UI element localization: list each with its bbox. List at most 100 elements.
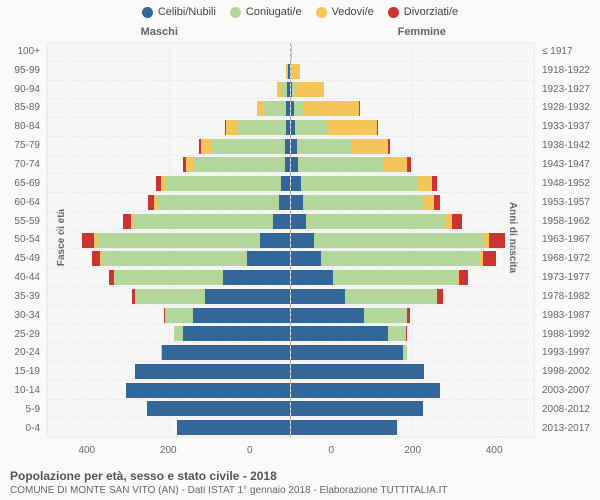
bar-segment <box>452 214 462 229</box>
half-female <box>291 249 535 268</box>
half-male <box>47 268 291 287</box>
bar-segment <box>212 139 285 154</box>
pyramid-row <box>47 174 534 193</box>
y-tick-birth: 2003-2007 <box>542 385 600 396</box>
bar-right <box>291 289 535 304</box>
bar-left <box>47 233 290 248</box>
bar-segment <box>483 251 496 266</box>
bar-segment <box>295 120 328 135</box>
bar-left <box>47 289 290 304</box>
y-tick-birth: 1963-1967 <box>542 234 600 245</box>
bar-segment <box>291 251 321 266</box>
bar-segment <box>287 82 289 97</box>
bar-segment <box>328 120 377 135</box>
bar-left <box>47 251 290 266</box>
bar-segment <box>102 251 248 266</box>
bar-segment <box>424 195 434 210</box>
bar-segment <box>237 120 286 135</box>
y-tick-birth: 2013-2017 <box>542 423 600 434</box>
bar-segment <box>291 45 292 60</box>
bar-segment <box>294 101 305 116</box>
bar-left <box>47 45 290 60</box>
y-tick-age: 30-34 <box>0 310 40 321</box>
legend-item: Vedovi/e <box>316 6 374 18</box>
half-male <box>47 81 291 100</box>
chart-title: Popolazione per età, sesso e stato civil… <box>10 469 590 483</box>
bar-segment <box>166 176 281 191</box>
y-tick-age: 50-54 <box>0 234 40 245</box>
bar-right <box>291 364 535 379</box>
y-tick-age: 70-74 <box>0 159 40 170</box>
y-tick-age: 55-59 <box>0 216 40 227</box>
half-female <box>291 212 535 231</box>
bar-segment <box>291 176 302 191</box>
bar-segment <box>291 233 314 248</box>
half-male <box>47 249 291 268</box>
bar-segment <box>377 120 378 135</box>
bar-segment <box>388 139 390 154</box>
bar-segment <box>183 326 289 341</box>
half-male <box>47 137 291 156</box>
bar-left <box>47 364 290 379</box>
half-female <box>291 137 535 156</box>
bar-left <box>47 195 290 210</box>
half-female <box>291 231 535 250</box>
half-male <box>47 343 291 362</box>
pyramid-row <box>47 137 534 156</box>
half-female <box>291 343 535 362</box>
half-male <box>47 62 291 81</box>
legend-item: Coniugati/e <box>230 6 302 18</box>
bar-segment <box>205 289 290 304</box>
half-female <box>291 268 535 287</box>
bar-segment <box>291 420 398 435</box>
y-tick-age: 100+ <box>0 46 40 57</box>
bar-right <box>291 420 535 435</box>
bar-left <box>47 157 290 172</box>
bar-left <box>47 120 290 135</box>
bar-left <box>47 101 290 116</box>
pyramid-row <box>47 43 534 62</box>
bar-segment <box>177 420 289 435</box>
y-tick-birth: 1923-1927 <box>542 84 600 95</box>
half-male <box>47 43 291 62</box>
y-tick-age: 45-49 <box>0 253 40 264</box>
bar-right <box>291 45 535 60</box>
column-headers: Maschi Femmine <box>46 26 535 38</box>
bar-right <box>291 157 535 172</box>
half-female <box>291 156 535 175</box>
bar-segment <box>291 345 404 360</box>
bar-segment <box>459 270 468 285</box>
bar-right <box>291 101 535 116</box>
x-tick: 0 <box>209 445 290 456</box>
pyramid-row <box>47 418 534 437</box>
y-axis-age: 100+95-9990-9485-8980-8475-7970-7465-696… <box>0 42 44 438</box>
bar-right <box>291 82 535 97</box>
y-tick-birth: 1978-1982 <box>542 291 600 302</box>
chart-subtitle: COMUNE DI MONTE SAN VITO (AN) - Dati IST… <box>10 485 590 496</box>
bar-segment <box>291 364 425 379</box>
half-female <box>291 381 535 400</box>
bar-segment <box>126 383 290 398</box>
bar-segment <box>288 64 289 79</box>
bar-segment <box>247 251 289 266</box>
bar-segment <box>297 139 352 154</box>
bar-segment <box>273 214 290 229</box>
y-tick-age: 5-9 <box>0 404 40 415</box>
y-tick-age: 95-99 <box>0 65 40 76</box>
legend-swatch <box>316 7 327 18</box>
bar-segment <box>147 401 289 416</box>
legend-label: Vedovi/e <box>332 6 374 18</box>
y-tick-birth: 1943-1947 <box>542 159 600 170</box>
bar-segment <box>295 82 324 97</box>
half-male <box>47 174 291 193</box>
bar-segment <box>432 176 437 191</box>
half-male <box>47 156 291 175</box>
half-female <box>291 306 535 325</box>
y-tick-birth: 1998-2002 <box>542 366 600 377</box>
bar-segment <box>489 233 505 248</box>
bar-segment <box>114 270 223 285</box>
bar-segment <box>279 195 290 210</box>
bar-segment <box>417 176 432 191</box>
half-female <box>291 174 535 193</box>
bar-segment <box>314 233 484 248</box>
